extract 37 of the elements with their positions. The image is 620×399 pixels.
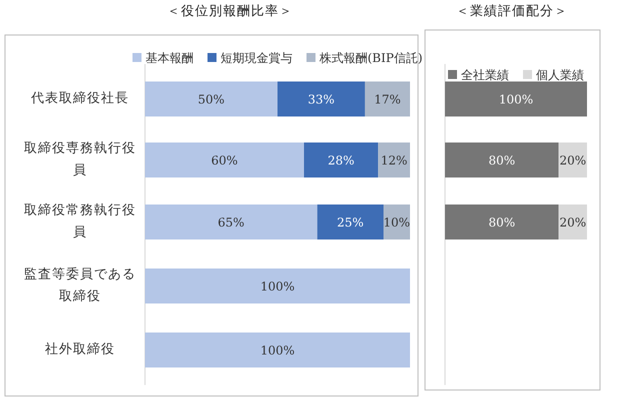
bar xyxy=(378,142,410,178)
legend-label: 株式報酬(BIP信託) xyxy=(318,51,422,65)
bar xyxy=(145,204,318,240)
data-label: 50% xyxy=(198,92,225,106)
data-label: 80% xyxy=(488,154,516,168)
chart-title: ＜業績評価配分＞ xyxy=(456,4,568,19)
bar xyxy=(317,204,384,240)
y-tick-label: 取締役専務執行役員 xyxy=(23,140,137,180)
data-label: 60% xyxy=(211,154,238,168)
legend-label: 基本報酬 xyxy=(146,51,194,65)
legend-label: 個人業績 xyxy=(536,68,584,82)
data-label: 100% xyxy=(498,92,534,106)
data-label: 100% xyxy=(260,344,295,358)
y-tick-label: 取締役常務執行役員 xyxy=(23,202,137,242)
data-label: 25% xyxy=(337,216,364,230)
data-label: 12% xyxy=(380,154,408,168)
data-label: 33% xyxy=(308,92,335,106)
legend-label: 全社業績 xyxy=(461,68,509,82)
data-label: 20% xyxy=(559,154,586,168)
legend-label: 短期現金賞与 xyxy=(220,51,292,65)
data-label: 65% xyxy=(218,216,244,230)
data-label: 28% xyxy=(328,154,354,168)
bar xyxy=(278,82,365,116)
bar xyxy=(145,82,278,116)
data-label: 80% xyxy=(488,216,516,230)
bar xyxy=(145,142,304,178)
y-tick-label: 社外取締役 xyxy=(44,341,116,359)
data-label: 17% xyxy=(374,92,401,106)
bar xyxy=(304,142,378,178)
bar xyxy=(364,82,410,116)
data-label: 20% xyxy=(559,216,586,230)
y-tick-label: 監査等委員である取締役 xyxy=(23,266,137,306)
chart-title: ＜役位別報酬比率＞ xyxy=(167,3,293,19)
y-tick-label: 代表取締役社長 xyxy=(30,90,130,108)
bar xyxy=(145,268,410,304)
data-label: 10% xyxy=(383,216,410,230)
data-label: 100% xyxy=(260,280,295,294)
